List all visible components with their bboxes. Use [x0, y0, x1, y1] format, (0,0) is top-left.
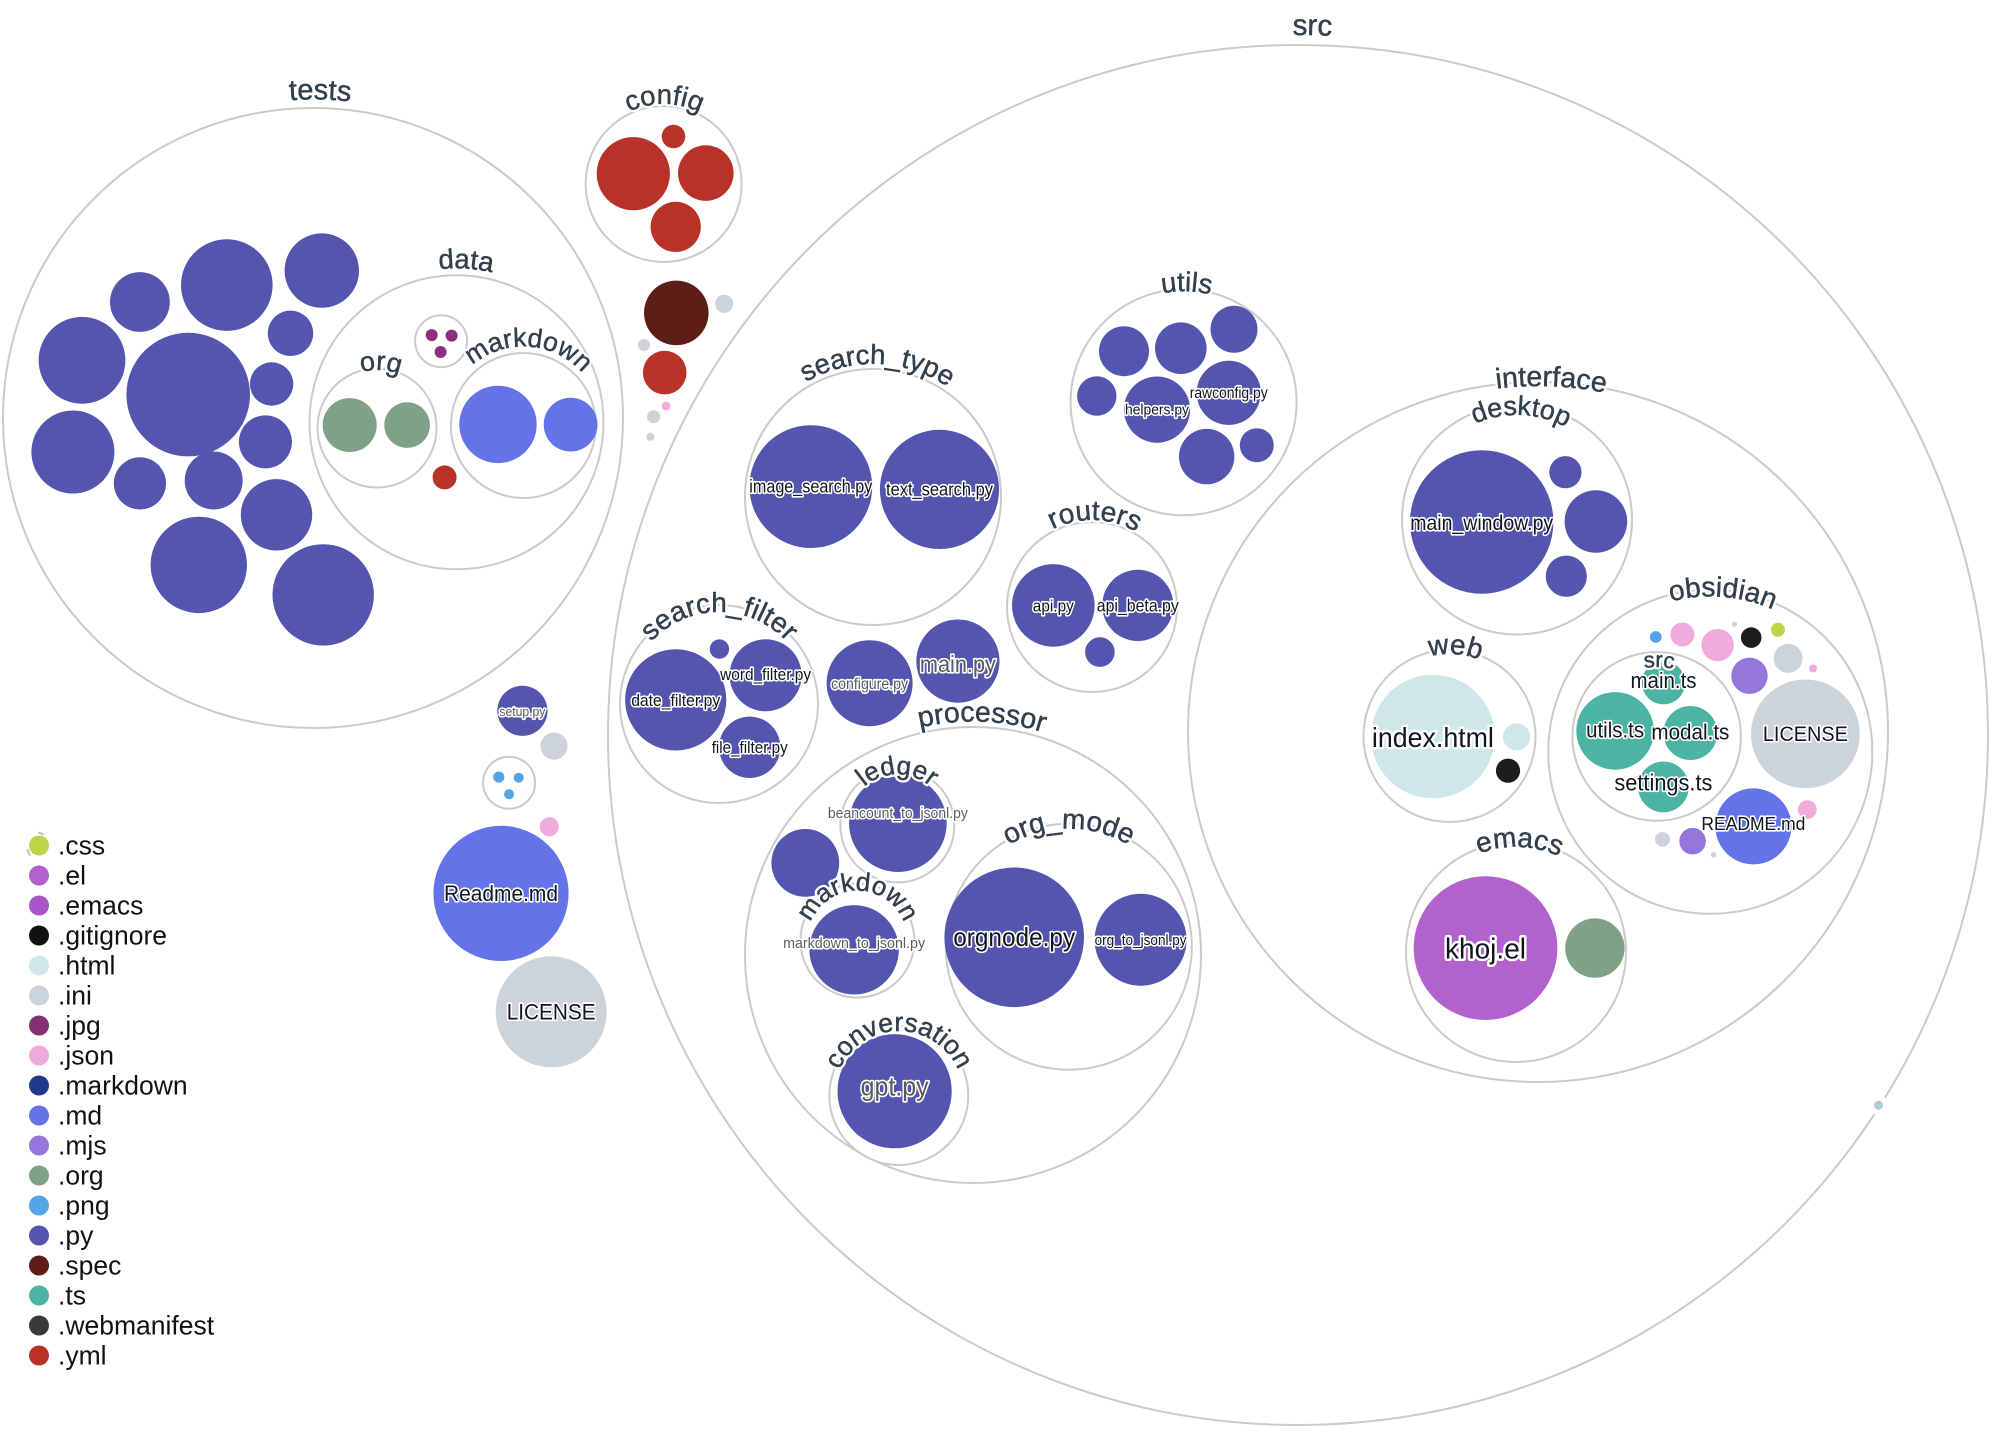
svg-text:tests: tests	[288, 74, 353, 108]
svg-text:org: org	[358, 346, 406, 380]
svg-text:configure.py: configure.py	[831, 676, 908, 693]
svg-text:word_filter.py: word_filter.py	[719, 666, 812, 684]
svg-text:web: web	[1425, 628, 1487, 665]
svg-text:date_filter.py: date_filter.py	[631, 691, 720, 710]
svg-text:utils: utils	[1159, 266, 1215, 300]
svg-text:api.py: api.py	[1033, 596, 1074, 615]
svg-text:.webmanifest: .webmanifest	[58, 1311, 215, 1341]
svg-text:.emacs: .emacs	[58, 891, 143, 921]
svg-text:modal.ts: modal.ts	[1651, 720, 1729, 745]
svg-text:utils: utils	[1159, 266, 1215, 300]
svg-text:interface: interface	[1494, 361, 1610, 399]
svg-text:.py: .py	[58, 1221, 94, 1251]
svg-text:main.ts: main.ts	[1631, 668, 1697, 693]
svg-text:khoj.el: khoj.el	[1445, 934, 1526, 966]
svg-text:orgnode.py: orgnode.py	[953, 922, 1075, 952]
svg-text:.md: .md	[58, 1101, 102, 1131]
svg-text:.el: .el	[58, 861, 86, 891]
svg-text:org_to_jsonl.py: org_to_jsonl.py	[1095, 932, 1187, 949]
svg-text:.mjs: .mjs	[58, 1131, 107, 1161]
svg-text:.css: .css	[58, 831, 105, 861]
svg-text:.org: .org	[58, 1161, 104, 1191]
svg-text:LICENSE: LICENSE	[1763, 723, 1848, 746]
svg-text:gpt.py: gpt.py	[861, 1072, 929, 1102]
svg-text:.ts: .ts	[58, 1281, 86, 1311]
svg-text:utils.ts: utils.ts	[1586, 718, 1644, 743]
svg-text:image_search.py: image_search.py	[749, 477, 872, 498]
svg-text:src: src	[1642, 647, 1676, 674]
svg-text:.gitignore: .gitignore	[58, 921, 167, 951]
svg-text:src: src	[1293, 9, 1333, 43]
svg-text:beancount_to_jsonl.py: beancount_to_jsonl.py	[828, 805, 968, 822]
svg-text:.png: .png	[58, 1191, 110, 1221]
svg-text:settings.ts: settings.ts	[1614, 770, 1712, 796]
svg-text:Readme.md: Readme.md	[444, 881, 558, 906]
svg-text:.yml: .yml	[58, 1341, 107, 1371]
svg-text:LICENSE: LICENSE	[507, 1000, 596, 1025]
svg-text:main_window.py: main_window.py	[1410, 512, 1553, 535]
svg-text:.json: .json	[58, 1041, 114, 1071]
svg-text:main.py: main.py	[920, 651, 996, 677]
svg-text:src: src	[1293, 9, 1333, 43]
svg-text:data: data	[437, 243, 497, 278]
svg-text:src: src	[1642, 647, 1676, 674]
svg-text:.html: .html	[58, 951, 115, 981]
svg-text:text_search.py: text_search.py	[886, 479, 993, 500]
svg-text:.jpg: .jpg	[58, 1011, 101, 1041]
svg-text:data: data	[437, 243, 497, 278]
svg-text:markdown_to_jsonl.py: markdown_to_jsonl.py	[783, 935, 925, 952]
svg-text:.spec: .spec	[58, 1251, 121, 1281]
svg-text:index.html: index.html	[1372, 722, 1494, 753]
svg-text:setup.py: setup.py	[499, 704, 545, 719]
svg-text:.markdown: .markdown	[58, 1071, 188, 1101]
svg-text:api_beta.py: api_beta.py	[1097, 595, 1179, 616]
svg-text:.ini: .ini	[58, 981, 92, 1011]
svg-text:README.md: README.md	[1701, 813, 1805, 834]
svg-text:helpers.py: helpers.py	[1125, 402, 1189, 419]
svg-text:rawconfig.py: rawconfig.py	[1190, 385, 1268, 402]
svg-text:file_filter.py: file_filter.py	[712, 739, 789, 757]
